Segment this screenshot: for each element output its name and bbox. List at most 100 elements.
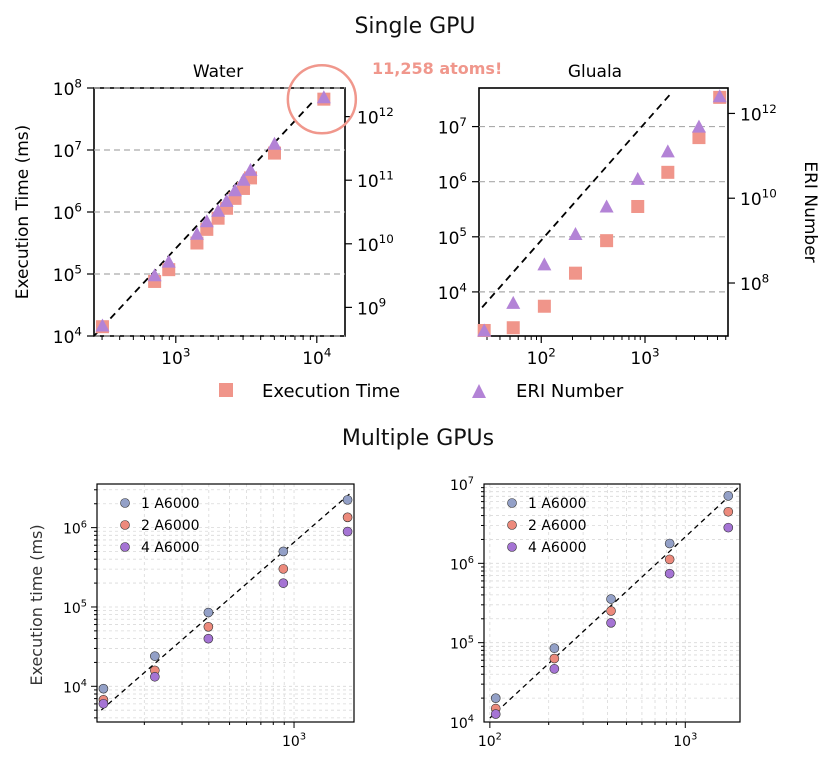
gluala-y2-tick-label: 1012	[740, 102, 777, 126]
multi_gluala-legend-marker	[507, 542, 517, 552]
multi_water-point-1	[98, 683, 109, 694]
legend-execution-time-marker	[219, 383, 233, 397]
multi_water-legend-marker	[120, 542, 130, 552]
water-x-tick-label: 103	[161, 345, 190, 369]
multi_gluala-point-2	[723, 506, 734, 517]
gluala-eri-number-point	[599, 199, 614, 213]
multi_gluala-x-tick-label: 102	[478, 732, 502, 750]
multi_gluala-point-1	[606, 594, 616, 604]
gluala-eri-number-point	[630, 171, 645, 185]
legend-eri-number-label: ERI Number	[516, 381, 624, 402]
water-eri-number-point	[219, 193, 234, 207]
multi_gluala-legend-label: 4 A6000	[528, 540, 587, 556]
multi_gluala-legend-marker	[507, 520, 517, 530]
callout-circle	[286, 64, 358, 135]
water-eri-number-point	[199, 214, 214, 228]
water-eri-number-point	[161, 254, 176, 268]
multi-gpu-gluala-chart: 102 103 104 105 106 107 1 A6000 2 A6000 4 A6000	[450, 476, 741, 750]
gluala-execution-time-point	[568, 266, 582, 280]
water-y-tick-label: 104	[53, 324, 82, 348]
water-eri-number-point	[211, 203, 226, 217]
water-execution-time-point	[267, 146, 281, 160]
gluala-y-tick-label: 106	[438, 170, 467, 194]
multi_water-point-3	[342, 526, 353, 537]
multi_water-y-tick-label: 106	[63, 519, 87, 537]
gluala-y-tick-label: 107	[438, 115, 467, 139]
water-ylabel: Execution Time (ms)	[13, 125, 33, 300]
water-y2-tick-label: 1010	[357, 232, 394, 256]
multi_gluala-point-1	[664, 538, 675, 549]
water-reference-line	[93, 99, 315, 337]
multi_gluala-point-3	[723, 522, 734, 533]
water-eri-number-point	[189, 226, 204, 240]
water-eri-number-point	[95, 318, 110, 332]
gluala-x-tick-label: 103	[630, 345, 659, 369]
multi_water-point-1	[150, 651, 160, 661]
multi_water-point-2	[278, 564, 289, 574]
multi_gluala-legend-marker	[507, 498, 517, 508]
gluala-execution-time-point	[537, 299, 551, 313]
multi_gluala-legend-label: 1 A6000	[528, 496, 587, 512]
multi_gluala-y-tick-label: 106	[450, 555, 474, 573]
multi_gluala-axes-frame	[483, 483, 741, 723]
gluala-y2label: ERI Number	[800, 161, 820, 262]
multi_water-legend-marker	[120, 498, 130, 508]
water-eri-number-point	[147, 268, 162, 282]
gluala-execution-time-point	[661, 165, 675, 179]
water-x-tick-label: 104	[302, 345, 331, 369]
multi_gluala-point-2	[549, 653, 560, 664]
multi_water-legend-label: 2 A6000	[141, 518, 200, 534]
gluala-y2-tick-label: 1010	[740, 187, 777, 211]
gluala-y-tick-label: 105	[438, 225, 467, 249]
multi_water-point-1	[278, 546, 289, 557]
multi_gluala-reference-line	[489, 487, 739, 719]
multi_water-legend-marker	[120, 520, 130, 530]
gluala-execution-time-point	[600, 234, 614, 248]
multi_water-y-tick-label: 105	[63, 599, 87, 617]
gluala-chart: 102 103 104 105 106 107 108 1010 1012	[438, 87, 777, 369]
multi_gluala-point-1	[723, 491, 734, 501]
multi_gluala-y-tick-label: 107	[450, 476, 474, 494]
gluala-execution-time-point	[692, 131, 706, 145]
water-eri-number-point	[228, 183, 243, 197]
multi_gluala-point-2	[664, 554, 675, 565]
multi_water-x-tick-label: 103	[282, 732, 306, 750]
water-y2-tick-label: 1012	[357, 105, 394, 129]
multi_gluala-point-3	[664, 568, 675, 579]
water-y2-tick-label: 109	[357, 296, 386, 320]
gluala-y2-tick-label: 108	[740, 271, 769, 295]
gluala-eri-number-point	[537, 257, 552, 271]
multi_water-axes-frame	[96, 483, 355, 723]
multi_water-reference-line	[100, 491, 353, 711]
multi_water-point-2	[342, 512, 353, 523]
multi_gluala-point-1	[549, 643, 560, 654]
multi_gluala-legend-label: 2 A6000	[528, 518, 587, 534]
multi_gluala-y-tick-label: 105	[450, 634, 474, 652]
multi_gluala-point-3	[549, 664, 560, 674]
water-y2-tick-label: 1011	[357, 169, 394, 193]
multi_water-point-1	[342, 495, 353, 505]
callout-label: 11,258 atoms!	[372, 59, 502, 78]
multi_water-point-3	[278, 578, 289, 588]
multi_water-legend-label: 1 A6000	[141, 496, 200, 512]
multi_water-point-3	[203, 633, 214, 644]
gluala-x-tick-label: 102	[527, 345, 556, 369]
multi_gluala-point-3	[606, 618, 616, 628]
multi_gluala-x-tick-label: 103	[673, 732, 697, 750]
legend-execution-time-label: Execution Time	[262, 381, 400, 402]
gluala-execution-time-point	[506, 321, 520, 335]
multiple-gpus-title: Multiple GPUs	[342, 426, 494, 451]
water-eri-number-point	[316, 90, 331, 104]
gluala-eri-number-point	[660, 144, 675, 158]
water-title: Water	[193, 62, 243, 82]
legend-eri-number-marker	[472, 384, 486, 398]
gluala-execution-time-point	[631, 199, 645, 213]
water-eri-number-point	[243, 162, 258, 176]
multi_water-point-3	[150, 671, 160, 682]
gluala-eri-number-point	[712, 89, 727, 103]
multi-gpu-water-chart: 103 104 105 106 1 A6000 2 A6000 4 A6000	[63, 483, 355, 750]
multi-water-ylabel: Execution time (ms)	[27, 524, 46, 685]
gluala-eri-number-point	[477, 323, 492, 337]
water-eri-number-point	[267, 136, 282, 150]
